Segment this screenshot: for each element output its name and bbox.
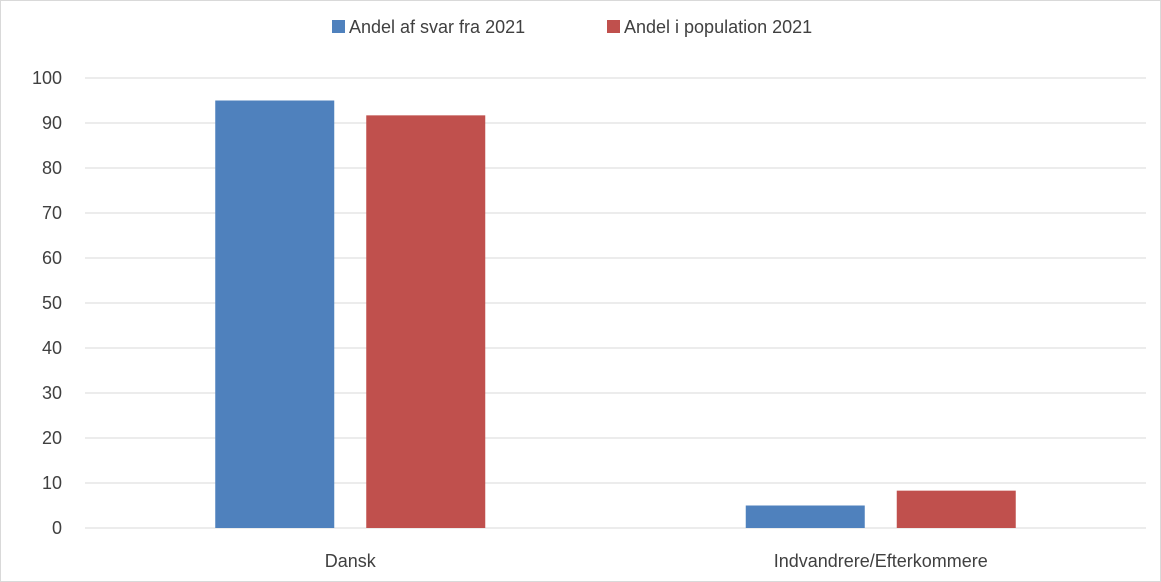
legend-swatch	[332, 20, 345, 33]
x-axis-labels: Dansk Indvandrere/Efterkommere	[325, 551, 988, 571]
y-tick-label: 40	[42, 338, 62, 358]
legend-label: Andel af svar fra 2021	[349, 17, 525, 37]
bar-population-dansk	[366, 115, 486, 528]
y-tick-label: 80	[42, 158, 62, 178]
x-category-label: Indvandrere/Efterkommere	[774, 551, 988, 571]
chart-legend: Andel af svar fra 2021 Andel i population…	[332, 17, 812, 37]
bar-svar-dansk	[215, 100, 335, 528]
y-tick-label: 60	[42, 248, 62, 268]
y-tick-label: 90	[42, 113, 62, 133]
y-tick-label: 0	[52, 518, 62, 538]
legend-swatch	[607, 20, 620, 33]
y-tick-label: 30	[42, 383, 62, 403]
x-category-label: Dansk	[325, 551, 377, 571]
y-axis-ticks: 0 10 20 30 40 50 60 70 80 90 100	[32, 68, 62, 538]
bar-population-indvandrere	[896, 490, 1016, 528]
y-tick-label: 20	[42, 428, 62, 448]
y-tick-label: 70	[42, 203, 62, 223]
bars	[215, 100, 1016, 528]
y-tick-label: 10	[42, 473, 62, 493]
bar-svar-indvandrere	[745, 505, 865, 528]
legend-label: Andel i population 2021	[624, 17, 812, 37]
y-tick-label: 100	[32, 68, 62, 88]
y-tick-label: 50	[42, 293, 62, 313]
